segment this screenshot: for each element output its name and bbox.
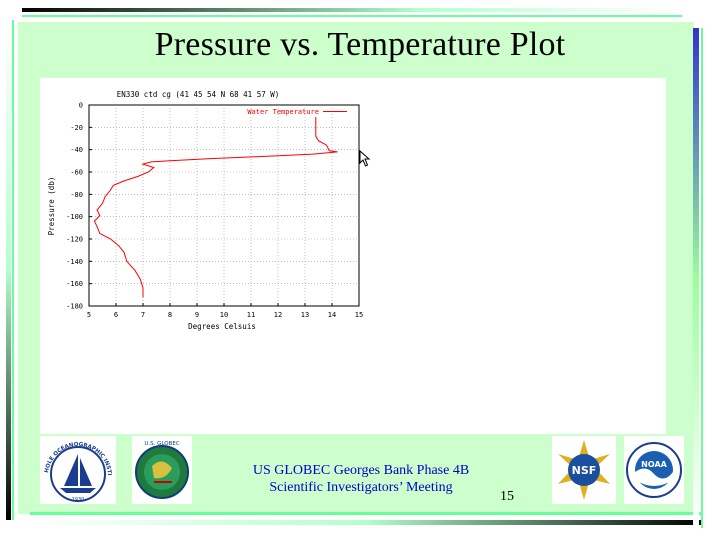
y-axis-label: Pressure (db) [47,177,56,236]
data-point [315,135,317,137]
data-point [326,144,327,146]
data-point [142,296,144,298]
y-tick-label: -60 [70,169,83,177]
x-tick-label: 10 [220,311,228,319]
x-tick-label: 9 [195,311,199,319]
data-point [123,252,125,253]
x-tick-label: 13 [301,311,309,319]
globec-logo-text: U.S. GLOBEC [144,441,179,447]
whoi-logo: WOODS HOLE OCEANOGRAPHIC INSTITUTION 193… [37,432,116,504]
x-axis-label: Degrees Celsuis [188,322,256,331]
data-point [102,202,103,204]
data-point [139,278,141,280]
data-point [118,245,120,247]
chart-title: EN330 ctd cg (41 45 54 N 68 41 57 W) [117,90,280,99]
y-tick-label: 0 [79,102,83,110]
data-point [315,116,317,118]
data-point [169,160,171,162]
data-point [137,176,138,177]
x-tick-label: 15 [355,311,363,319]
footer-text: US GLOBEC Georges Bank Phase 4B Scientif… [236,462,486,496]
y-tick-label: -180 [66,303,83,311]
pressure-temperature-chart: EN330 ctd cg (41 45 54 N 68 41 57 W) Pre… [47,90,363,331]
y-tick-label: -100 [66,213,83,221]
x-tick-label: 5 [87,311,91,319]
data-point [110,238,111,240]
y-tick-label: -80 [70,191,83,199]
series-line-water-temperature [93,117,338,298]
noaa-logo-text: NOAA [641,460,667,469]
footer-line-1: US GLOBEC Georges Bank Phase 4B [252,463,470,478]
data-point [96,226,98,228]
data-point [148,171,149,173]
plot-panel: EN330 ctd cg (41 45 54 N 68 41 57 W) Pre… [40,78,666,434]
data-point [142,163,144,165]
data-point [110,189,111,191]
data-point [123,180,125,182]
y-tick-label: -120 [66,236,83,244]
slide-number: 15 [500,489,514,504]
data-point [112,185,114,186]
data-point [153,167,155,168]
y-tick-label: -140 [66,258,83,266]
x-tick-label: 12 [274,311,282,319]
y-tick-label: -40 [70,146,83,154]
x-tick-label: 6 [114,311,118,319]
footer-line-2: Scientific Investigators’ Meeting [269,480,453,495]
data-point [94,220,95,222]
data-point [328,150,330,152]
nsf-logo: NSF [552,436,616,504]
data-point [99,215,101,216]
data-point [318,140,319,142]
data-point [104,196,106,197]
data-point [142,287,144,289]
x-tick-label: 14 [328,311,336,319]
data-point [315,126,317,128]
data-point [96,209,98,211]
x-tick-label: 8 [168,311,172,319]
x-tick-label: 11 [247,311,255,319]
data-point [264,155,265,157]
noaa-logo: NOAA [624,436,684,504]
data-point [210,158,211,159]
data-point [126,260,128,262]
nsf-logo-text: NSF [572,464,597,477]
y-tick-label: -20 [70,124,83,132]
data-point [134,269,136,271]
whoi-logo-year: 1930 [72,497,85,503]
y-tick-label: -160 [66,280,83,288]
data-point [99,233,101,234]
legend-label: Water Temperature [247,108,319,116]
data-point [312,153,314,155]
x-tick-label: 7 [141,311,145,319]
data-point [150,161,152,163]
globec-logo: U.S. GLOBEC [132,436,192,504]
mouse-cursor [359,150,371,167]
data-point [337,151,338,153]
slide-title: Pressure vs. Temperature Plot [154,26,566,63]
